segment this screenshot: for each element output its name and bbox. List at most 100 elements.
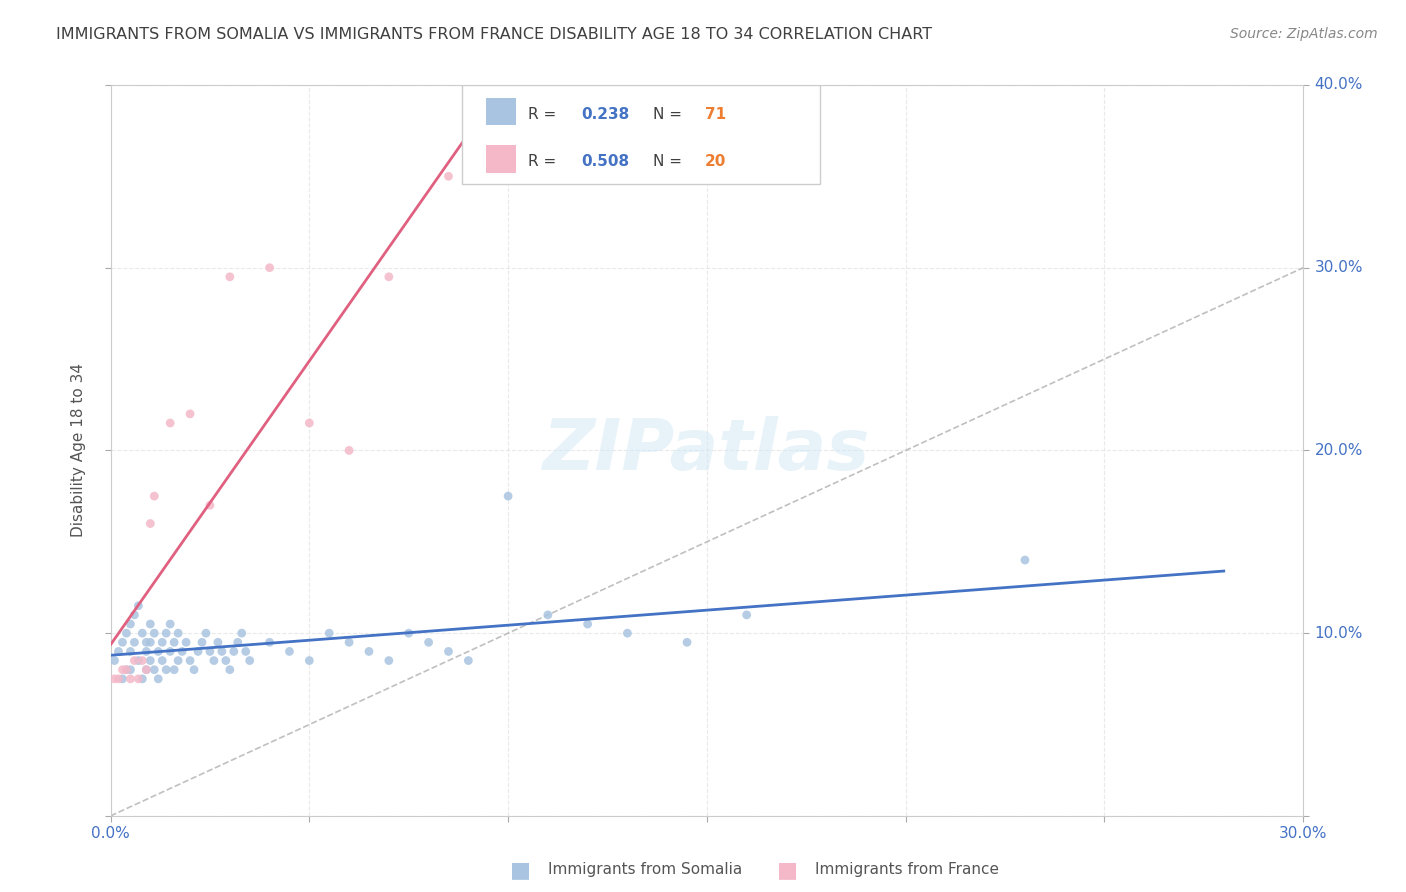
Point [198,498,221,512]
Point [298,654,321,668]
Point [194,626,217,640]
Point [131,672,153,686]
Point [676,635,699,649]
Point [139,635,162,649]
FancyBboxPatch shape [463,85,820,184]
Point [139,617,162,632]
Point [218,663,240,677]
Point [107,644,129,658]
Point [120,672,142,686]
Point [135,635,157,649]
Point [357,644,380,658]
Point [120,663,142,677]
Point [115,663,138,677]
Point [135,644,157,658]
Text: IMMIGRANTS FROM SOMALIA VS IMMIGRANTS FROM FRANCE DISABILITY AGE 18 TO 34 CORREL: IMMIGRANTS FROM SOMALIA VS IMMIGRANTS FR… [56,27,932,42]
Point [298,416,321,430]
Point [150,654,173,668]
Point [107,672,129,686]
Point [378,654,401,668]
Text: Source: ZipAtlas.com: Source: ZipAtlas.com [1230,27,1378,41]
Point [183,663,205,677]
FancyBboxPatch shape [486,145,516,173]
Text: Immigrants from Somalia: Immigrants from Somalia [548,863,742,877]
Text: 20: 20 [704,154,725,169]
Point [418,635,440,649]
Point [222,644,245,658]
Point [211,644,233,658]
Point [576,617,599,632]
Point [127,672,149,686]
Point [111,663,134,677]
Point [437,644,460,658]
Point [163,663,186,677]
Point [337,635,360,649]
Text: ZIPatlas: ZIPatlas [543,416,870,485]
Point [103,672,125,686]
Text: R =: R = [529,154,561,169]
Point [235,644,257,658]
Text: Immigrants from France: Immigrants from France [815,863,1000,877]
Point [155,663,177,677]
Point [159,416,181,430]
Text: 10.0%: 10.0% [1315,625,1362,640]
Point [172,644,194,658]
Point [437,169,460,184]
Point [131,654,153,668]
Text: N =: N = [654,154,688,169]
Point [127,599,149,613]
Point [155,626,177,640]
Point [120,617,142,632]
Text: 0.508: 0.508 [582,154,630,169]
Point [1014,553,1036,567]
Point [148,672,170,686]
Y-axis label: Disability Age 18 to 34: Disability Age 18 to 34 [72,363,86,537]
Text: 20.0%: 20.0% [1315,443,1362,458]
Point [179,407,201,421]
Point [131,626,153,640]
Point [496,489,519,503]
Point [139,516,162,531]
Point [616,626,638,640]
Point [191,635,214,649]
Point [207,635,229,649]
Point [124,635,146,649]
Text: N =: N = [654,107,688,121]
Point [167,654,190,668]
Text: 71: 71 [704,107,725,121]
Point [202,654,225,668]
Point [150,635,173,649]
Text: ■: ■ [778,860,797,880]
Point [378,269,401,284]
Point [143,663,166,677]
Point [115,626,138,640]
Point [148,644,170,658]
Point [159,644,181,658]
Point [103,654,125,668]
Point [239,654,262,668]
Point [278,644,301,658]
Text: 0.238: 0.238 [582,107,630,121]
Point [167,626,190,640]
Point [215,654,238,668]
Point [135,663,157,677]
Point [187,644,209,658]
Text: 40.0%: 40.0% [1315,78,1362,93]
Point [120,644,142,658]
Point [537,607,560,622]
Point [111,672,134,686]
Point [174,635,197,649]
Point [318,626,340,640]
Point [198,644,221,658]
Point [127,654,149,668]
Point [259,635,281,649]
Point [143,489,166,503]
Point [226,635,249,649]
Point [135,663,157,677]
Point [143,626,166,640]
Point [115,663,138,677]
Point [259,260,281,275]
Point [735,607,758,622]
Point [398,626,420,640]
Point [163,635,186,649]
